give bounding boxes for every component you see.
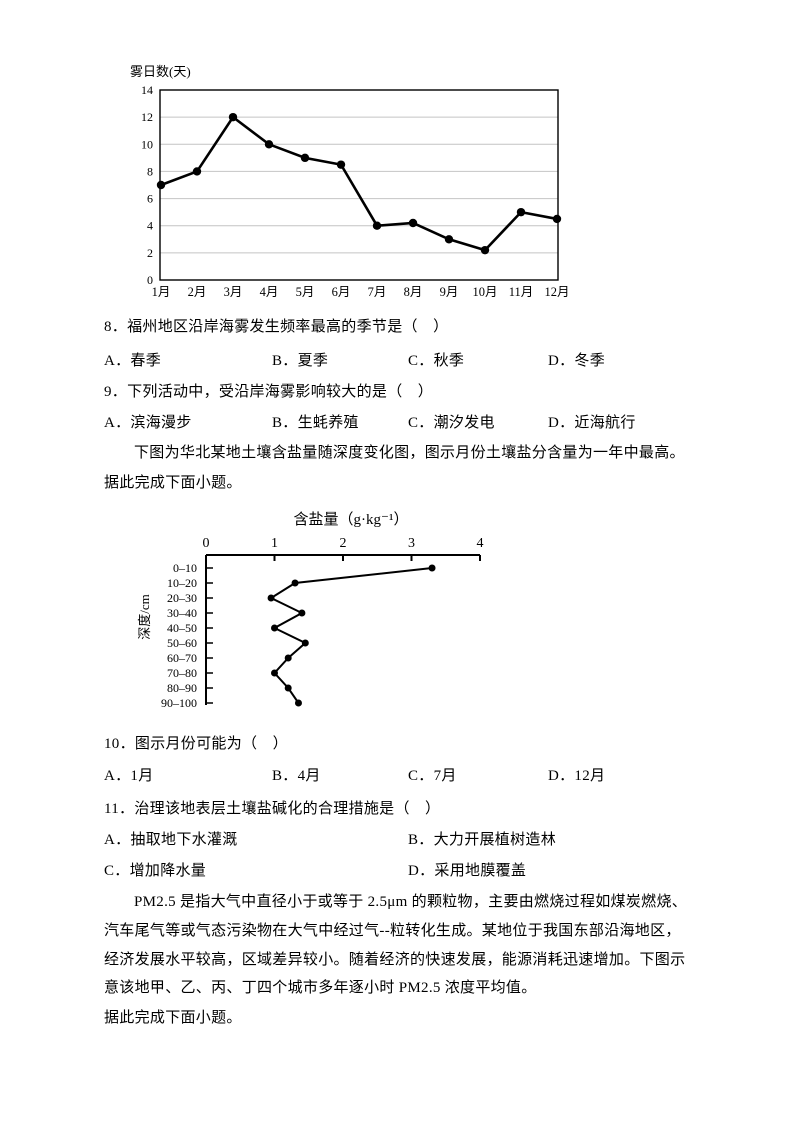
question-10-stem: 10．图示月份可能为（ ） — [104, 736, 288, 752]
svg-text:90–100: 90–100 — [161, 696, 197, 710]
question-11-stem: 11．治理该地表层土壤盐碱化的合理措施是（ ） — [104, 801, 441, 817]
question-9-option-a: A．滨海漫步 — [104, 415, 192, 431]
svg-text:4: 4 — [477, 536, 484, 551]
fog-days-chart: 雾日数(天) 0 2 4 6 8 10 12 14 1月 2月 3月 4月 5月 6月 7月 8月 9月 10月 11… — [130, 64, 570, 299]
svg-text:4月: 4月 — [260, 285, 279, 299]
question-8-option-a: A．春季 — [104, 353, 162, 369]
svg-text:0: 0 — [203, 536, 210, 551]
svg-text:9月: 9月 — [440, 285, 459, 299]
question-10-option-a: A．1月 — [104, 768, 154, 784]
svg-text:30–40: 30–40 — [167, 606, 197, 620]
svg-text:70–80: 70–80 — [167, 666, 197, 680]
salt-intro-line2: 据此完成下面小题。 — [104, 475, 242, 491]
pm-intro-line2: 汽车尾气等或气态污染物在大气中经过气--粒转化生成。某地位于我国东部沿海地区， — [104, 923, 681, 939]
question-9-option-b: B．生蚝养殖 — [272, 415, 359, 431]
pm-intro-line1: PM2.5 是指大气中直径小于或等于 2.5μm 的颗粒物，主要由燃烧过程如煤炭… — [134, 894, 688, 910]
svg-text:0: 0 — [147, 273, 153, 287]
svg-text:12: 12 — [141, 110, 153, 124]
question-10-option-d: D．12月 — [548, 768, 606, 784]
svg-text:80–90: 80–90 — [167, 681, 197, 695]
pm-intro-closing: 据此完成下面小题。 — [104, 1010, 242, 1026]
svg-text:60–70: 60–70 — [167, 651, 197, 665]
question-8-options: A．春季 B．夏季 C．秋季 D．冬季 — [104, 351, 704, 371]
svg-text:6月: 6月 — [332, 285, 351, 299]
question-11-option-c: C．增加降水量 — [104, 863, 207, 879]
question-11-options-row1: A．抽取地下水灌溉 B．大力开展植树造林 — [104, 830, 704, 850]
question-10-options: A．1月 B．4月 C．7月 D．12月 — [104, 766, 704, 786]
svg-text:10–20: 10–20 — [167, 576, 197, 590]
salt-intro-line1: 下图为华北某地土壤含盐量随深度变化图，图示月份土壤盐分含量为一年中最高。 — [134, 445, 685, 461]
svg-text:11月: 11月 — [509, 285, 534, 299]
svg-text:含盐量（g·kg⁻¹）: 含盐量（g·kg⁻¹） — [294, 511, 409, 528]
question-9-option-c: C．潮汐发电 — [408, 415, 495, 431]
svg-text:4: 4 — [147, 219, 153, 233]
question-11-options-row2: C．增加降水量 D．采用地膜覆盖 — [104, 861, 704, 881]
question-11-option-b: B．大力开展植树造林 — [408, 832, 557, 848]
question-8-option-b: B．夏季 — [272, 353, 329, 369]
svg-text:20–30: 20–30 — [167, 591, 197, 605]
svg-text:雾日数(天): 雾日数(天) — [130, 64, 191, 79]
svg-text:8月: 8月 — [404, 285, 423, 299]
svg-text:14: 14 — [141, 83, 153, 97]
question-8-option-d: D．冬季 — [548, 353, 606, 369]
soil-salinity-chart: 含盐量（g·kg⁻¹） 0 1 2 3 4 0–1010–2020–3030–4040–50… — [137, 511, 484, 710]
svg-text:2: 2 — [147, 246, 153, 260]
svg-text:深度/cm: 深度/cm — [137, 594, 152, 640]
svg-text:3: 3 — [408, 536, 415, 551]
svg-text:10: 10 — [141, 137, 153, 151]
pm-intro-line4: 意该地甲、乙、丙、丁四个城市多年逐小时 PM2.5 浓度平均值。 — [104, 980, 537, 996]
svg-text:6: 6 — [147, 192, 153, 206]
question-10-option-c: C．7月 — [408, 768, 457, 784]
svg-text:40–50: 40–50 — [167, 621, 197, 635]
pm-intro-line3: 经济发展水平较高，区域差异较小。随着经济的快速发展，能源消耗迅速增加。下图示 — [104, 952, 686, 968]
svg-text:5月: 5月 — [296, 285, 315, 299]
svg-text:1: 1 — [271, 536, 278, 551]
svg-text:3月: 3月 — [224, 285, 243, 299]
question-9-option-d: D．近海航行 — [548, 415, 636, 431]
question-9-options: A．滨海漫步 B．生蚝养殖 C．潮汐发电 D．近海航行 — [104, 413, 704, 433]
question-9-stem: 9．下列活动中，受沿岸海雾影响较大的是（ ） — [104, 384, 434, 400]
question-11-option-d: D．采用地膜覆盖 — [408, 863, 527, 879]
svg-text:12月: 12月 — [544, 285, 569, 299]
svg-text:50–60: 50–60 — [167, 636, 197, 650]
question-11-option-a: A．抽取地下水灌溉 — [104, 832, 238, 848]
svg-text:0–10: 0–10 — [173, 561, 197, 575]
question-10-option-b: B．4月 — [272, 768, 321, 784]
svg-text:2月: 2月 — [188, 285, 207, 299]
svg-text:10月: 10月 — [472, 285, 497, 299]
question-8-option-c: C．秋季 — [408, 353, 465, 369]
svg-text:7月: 7月 — [368, 285, 387, 299]
svg-text:8: 8 — [147, 164, 153, 178]
svg-text:2: 2 — [340, 536, 347, 551]
question-8-stem: 8．福州地区沿岸海雾发生频率最高的季节是（ ） — [104, 319, 449, 335]
svg-text:1月: 1月 — [152, 285, 171, 299]
